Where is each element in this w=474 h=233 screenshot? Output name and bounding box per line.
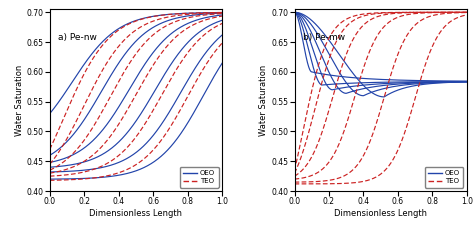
Legend: OEO, TEO: OEO, TEO (425, 167, 464, 188)
Legend: OEO, TEO: OEO, TEO (180, 167, 219, 188)
Y-axis label: Water Saturation: Water Saturation (259, 65, 268, 136)
Text: b) Pe-mw: b) Pe-mw (303, 33, 345, 42)
Text: a) Pe-nw: a) Pe-nw (58, 33, 97, 42)
Y-axis label: Water Saturation: Water Saturation (15, 65, 24, 136)
X-axis label: Dimensionless Length: Dimensionless Length (334, 209, 427, 218)
X-axis label: Dimensionless Length: Dimensionless Length (90, 209, 182, 218)
